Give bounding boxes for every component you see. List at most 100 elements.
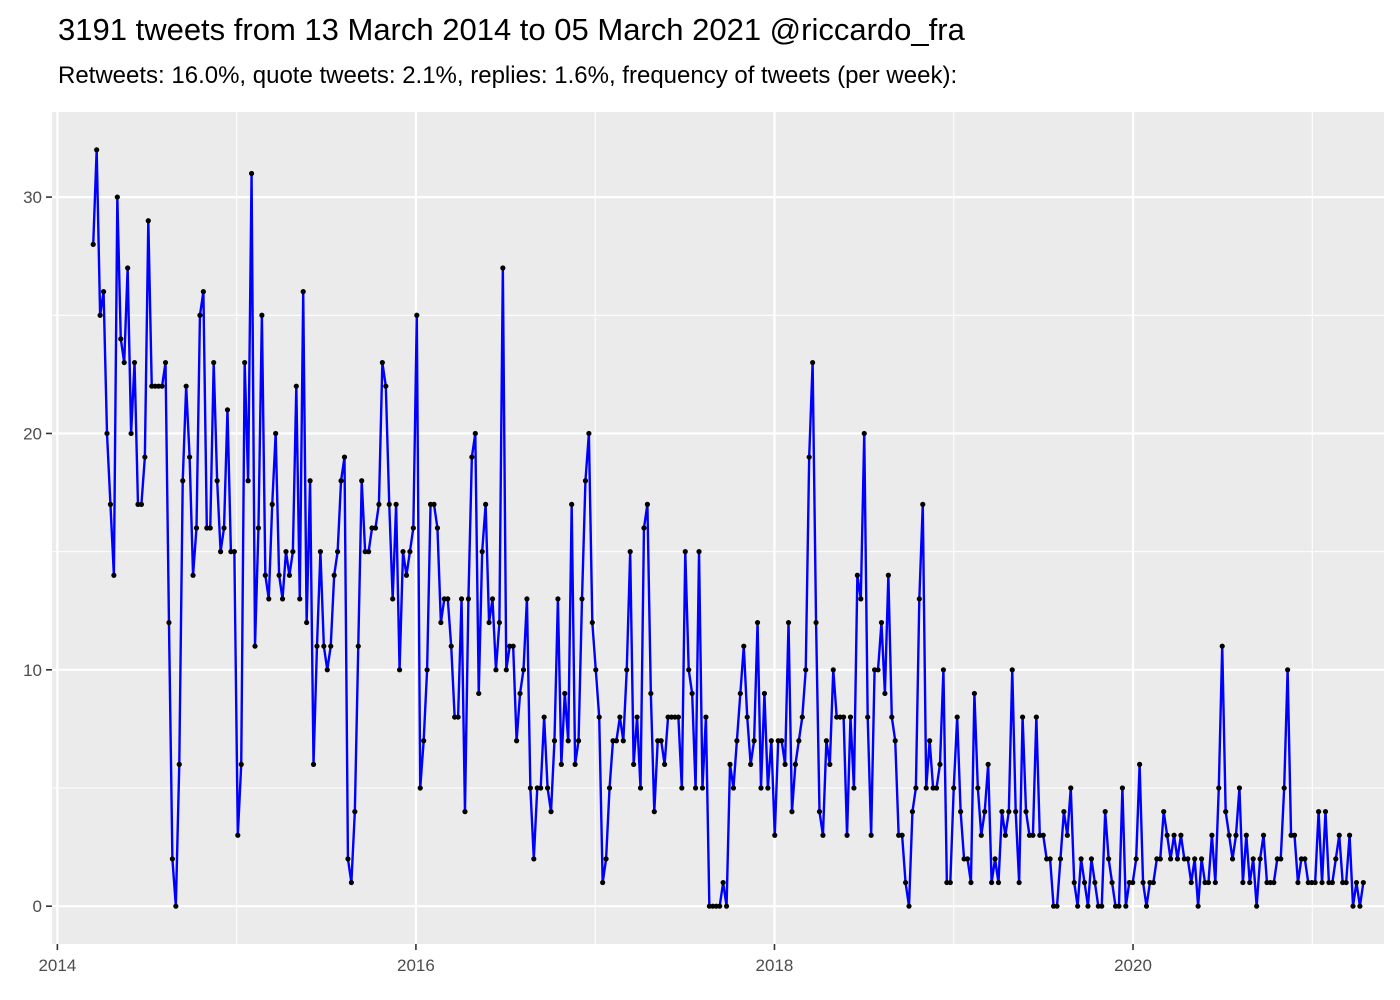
chart-subtitle: Retweets: 16.0%, quote tweets: 2.1%, rep… <box>58 62 958 89</box>
data-point <box>627 549 633 555</box>
data-point <box>211 359 217 366</box>
data-point <box>1336 832 1342 838</box>
data-point <box>1171 832 1177 838</box>
data-point <box>1016 879 1022 886</box>
data-point <box>803 667 809 673</box>
data-point <box>606 785 613 791</box>
data-point <box>779 738 785 744</box>
y-tick-label: 10 <box>23 661 42 680</box>
data-point <box>1068 785 1074 791</box>
data-point <box>169 856 175 862</box>
data-point <box>445 596 451 602</box>
data-point <box>562 690 568 697</box>
data-point <box>1188 879 1194 886</box>
data-point <box>644 501 651 507</box>
data-point <box>951 785 957 791</box>
data-point <box>982 809 988 815</box>
data-point <box>768 738 774 744</box>
data-point <box>816 809 823 815</box>
data-point <box>634 714 640 720</box>
data-point <box>1057 856 1064 862</box>
data-point <box>410 525 416 531</box>
data-point <box>118 336 124 342</box>
data-point <box>737 690 743 697</box>
data-point <box>885 572 891 578</box>
data-point <box>421 738 427 744</box>
data-point <box>878 619 885 626</box>
data-point <box>796 738 802 744</box>
data-point <box>162 359 169 366</box>
plot-panel <box>52 112 1384 944</box>
data-point <box>527 785 533 791</box>
data-point <box>1009 667 1015 673</box>
data-point <box>245 478 251 484</box>
data-point <box>868 832 874 838</box>
data-point <box>1123 903 1129 909</box>
data-point <box>1119 785 1125 791</box>
data-point <box>985 761 991 767</box>
data-point <box>720 879 726 886</box>
data-point <box>248 170 255 177</box>
data-point <box>1150 879 1156 886</box>
data-point <box>558 761 564 767</box>
data-point <box>214 478 220 484</box>
data-point <box>827 761 833 767</box>
data-point <box>820 832 826 838</box>
data-point <box>235 832 241 838</box>
data-point <box>307 478 313 484</box>
data-point <box>761 690 768 697</box>
data-point <box>651 809 657 815</box>
data-point <box>262 572 268 578</box>
data-point <box>1243 832 1249 838</box>
data-point <box>841 714 847 720</box>
data-point <box>111 572 117 578</box>
data-point <box>400 549 406 555</box>
data-point <box>923 785 929 791</box>
data-point <box>933 785 940 791</box>
data-point <box>641 525 647 531</box>
data-point <box>1167 856 1174 862</box>
data-point <box>940 667 947 673</box>
data-point <box>352 809 358 815</box>
data-point <box>744 714 750 720</box>
data-point <box>403 572 410 578</box>
data-point <box>1219 643 1225 649</box>
data-point <box>479 549 485 555</box>
data-point <box>396 667 403 673</box>
x-tick-label: 2018 <box>756 956 794 975</box>
x-tick-label: 2016 <box>397 956 435 975</box>
data-point <box>514 738 520 744</box>
data-point <box>304 619 310 626</box>
data-point <box>348 879 354 886</box>
data-point <box>792 761 799 767</box>
data-point <box>414 312 420 318</box>
data-point <box>176 761 182 767</box>
data-point <box>455 714 461 720</box>
data-point <box>758 785 764 791</box>
data-point <box>221 525 227 531</box>
data-point <box>679 785 685 791</box>
data-point <box>310 761 317 767</box>
data-point <box>1346 832 1353 838</box>
data-point <box>97 312 103 318</box>
data-point <box>1250 856 1256 862</box>
data-point <box>810 359 816 366</box>
data-point <box>916 596 922 602</box>
data-point <box>541 714 547 720</box>
y-tick-label: 30 <box>23 188 42 207</box>
data-point <box>193 525 200 531</box>
data-point <box>279 596 286 602</box>
data-point <box>847 714 854 720</box>
data-point <box>345 856 351 862</box>
data-point <box>1360 879 1366 886</box>
data-point <box>503 667 509 673</box>
data-point <box>789 809 795 815</box>
data-point <box>947 879 953 886</box>
data-point <box>472 430 478 437</box>
data-point <box>1078 856 1084 862</box>
data-point <box>734 738 740 744</box>
data-point <box>1143 903 1150 909</box>
data-point <box>458 596 465 602</box>
data-point <box>1133 856 1139 862</box>
